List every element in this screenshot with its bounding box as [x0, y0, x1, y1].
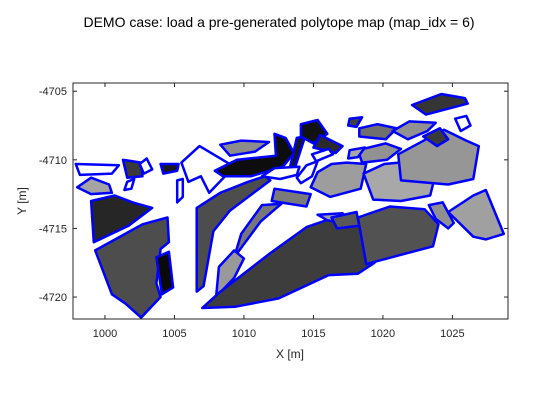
- x-tick-label: 1020: [371, 328, 395, 340]
- x-tick-label: 1015: [301, 328, 325, 340]
- polytope-15: [219, 139, 271, 157]
- polytope-25: [356, 142, 403, 164]
- polytope-34: [396, 128, 481, 186]
- axes: 1000 1005 1010 1015 1020 1025 -4705 -4710 -4715…: [39, 82, 509, 340]
- polytope-23: [346, 116, 364, 129]
- x-axis-label: X [m]: [276, 347, 304, 361]
- polytope-38: [453, 114, 472, 133]
- polytope-8: [89, 194, 154, 244]
- polytope-12: [195, 175, 272, 293]
- y-ticks: -4705 -4710 -4715 -4720: [39, 86, 508, 304]
- polytope-31: [356, 205, 440, 266]
- x-tick-label: 1025: [440, 328, 464, 340]
- polytope-18: [260, 165, 301, 181]
- polygon-layer: [74, 92, 506, 319]
- y-tick-label: -4710: [39, 155, 67, 167]
- polytope-40: [427, 201, 456, 230]
- polytope-22: [310, 147, 335, 163]
- polytope-16: [213, 132, 296, 178]
- polytope-27: [270, 187, 312, 208]
- polytope-24: [358, 122, 399, 141]
- y-tick-label: -4720: [39, 292, 67, 304]
- polytope-36: [421, 127, 450, 148]
- polytope-21: [312, 133, 344, 155]
- polytope-1: [74, 162, 121, 177]
- polytope-7: [180, 144, 236, 195]
- polytope-19: [295, 159, 319, 185]
- polytope-10: [155, 250, 175, 296]
- x-tick-label: 1005: [162, 328, 186, 340]
- polytope-11: [175, 177, 185, 204]
- polytope-2: [121, 158, 144, 179]
- polytope-39: [446, 188, 506, 241]
- x-ticks: 1000 1005 1010 1015 1020 1025: [93, 83, 465, 340]
- axes-box: [72, 82, 509, 320]
- y-axis-label: Y [m]: [15, 187, 29, 215]
- polytope-14: [214, 249, 246, 299]
- polytope-9: [93, 216, 171, 319]
- y-tick-label: -4715: [39, 223, 67, 235]
- x-tick-label: 1000: [93, 328, 117, 340]
- polytope-35: [391, 120, 437, 141]
- polytope-4: [123, 177, 136, 192]
- x-tick-label: 1010: [232, 328, 256, 340]
- chart-title: DEMO case: load a pre-generated polytope…: [83, 14, 474, 30]
- polytope-6: [159, 162, 180, 175]
- y-tick-label: -4705: [39, 86, 67, 98]
- polytope-5: [138, 157, 154, 175]
- polytope-3: [75, 176, 114, 196]
- polytope-37: [410, 92, 469, 116]
- polytope-32: [346, 146, 367, 160]
